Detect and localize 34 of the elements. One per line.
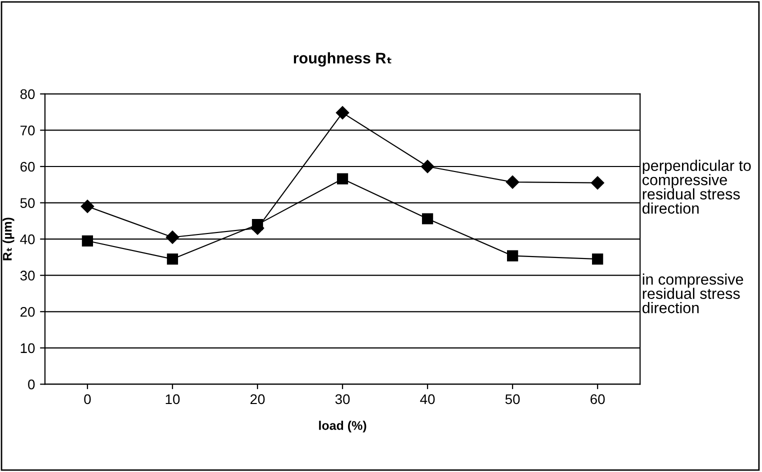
y-tick-label: 30 bbox=[20, 270, 35, 281]
point bbox=[507, 250, 518, 262]
y-tick-label: 50 bbox=[20, 198, 35, 208]
x-tick-label: 60 bbox=[590, 394, 605, 404]
text: perpendicular to compressive residual stress direction bbox=[642, 160, 751, 214]
x-tick-label: 50 bbox=[505, 394, 520, 404]
x-tick-label: 20 bbox=[250, 394, 265, 404]
point bbox=[252, 219, 264, 230]
point bbox=[590, 176, 604, 190]
x-tick-label: 0 bbox=[84, 394, 91, 404]
point bbox=[166, 230, 180, 244]
y-tick-label: 60 bbox=[20, 162, 35, 172]
point bbox=[166, 253, 178, 265]
x-tick-label: 30 bbox=[335, 394, 350, 404]
y-tick-label: 20 bbox=[20, 306, 35, 317]
x-tick-label: 10 bbox=[166, 394, 180, 404]
point bbox=[592, 253, 604, 265]
point bbox=[336, 173, 348, 184]
point bbox=[506, 176, 520, 189]
y-tick-label: 70 bbox=[20, 126, 35, 136]
point bbox=[422, 213, 434, 224]
text: in compressive residual stress direction bbox=[642, 274, 744, 314]
x-tick-label: 40 bbox=[420, 394, 435, 404]
y-tick-label: 0 bbox=[28, 380, 35, 390]
y-tick-label: 80 bbox=[20, 89, 35, 100]
point bbox=[420, 160, 434, 174]
chart-title: roughness Rₜ bbox=[294, 52, 392, 67]
y-tick-label: 10 bbox=[20, 343, 35, 354]
y-tick-label: 40 bbox=[20, 234, 35, 244]
point bbox=[80, 200, 94, 213]
x-axis-title: load (%) bbox=[319, 420, 366, 432]
y-axis-title: Rₜ (µm) bbox=[2, 218, 14, 260]
point bbox=[336, 106, 350, 120]
point bbox=[82, 235, 94, 246]
